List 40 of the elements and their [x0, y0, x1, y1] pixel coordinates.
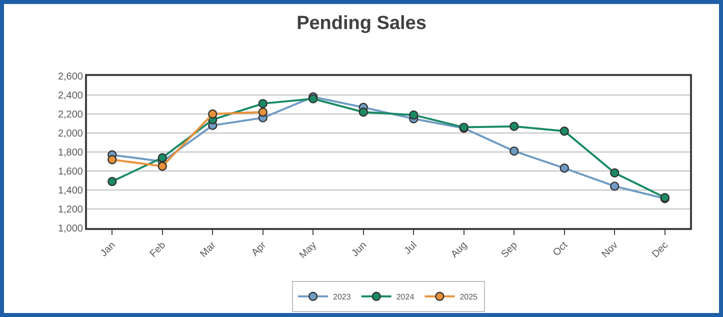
point [610, 182, 620, 191]
x-tick-label: Sep [499, 240, 520, 260]
y-tick-label: 2,400 [58, 90, 84, 102]
x-tick-label: Jun [350, 240, 370, 260]
legend-label: 2023 [333, 292, 352, 302]
point [158, 162, 167, 171]
point [510, 146, 519, 156]
x-tick-label: Feb [148, 240, 168, 260]
legend-label: 2025 [460, 292, 478, 302]
x-tick-label: Dec [650, 240, 671, 260]
chart-title: Pending Sales [296, 13, 426, 34]
y-tick-label: 2,000 [58, 128, 84, 140]
x-tick-label: May [298, 240, 319, 262]
point [208, 109, 218, 119]
point [409, 110, 418, 120]
x-tick-label: Nov [600, 240, 620, 260]
x-tick-label: Apr [250, 239, 270, 259]
x-tick-label: Mar [198, 239, 219, 260]
point [108, 155, 117, 164]
point [610, 168, 620, 178]
y-tick-label: 2,200 [58, 110, 84, 120]
point [560, 126, 569, 136]
point [358, 108, 368, 117]
point [258, 108, 268, 117]
y-tick-label: 2,600 [58, 72, 84, 82]
point [510, 122, 519, 131]
y-tick-label: 1,000 [58, 224, 84, 234]
y-tick-label: 1,200 [58, 204, 84, 216]
y-tick-label: 1,400 [58, 186, 84, 196]
x-tick-label: Aug [449, 240, 470, 260]
x-tick-label: Jan [98, 240, 118, 260]
point [258, 98, 268, 108]
x-tick-label: Oct [551, 240, 570, 259]
legend-label: 2024 [396, 292, 415, 302]
point [158, 153, 167, 162]
y-tick-label: 1,600 [58, 166, 84, 178]
point [108, 176, 117, 186]
y-tick-label: 1,800 [58, 148, 84, 158]
x-tick-label: Jul [402, 240, 420, 257]
point [560, 164, 569, 173]
